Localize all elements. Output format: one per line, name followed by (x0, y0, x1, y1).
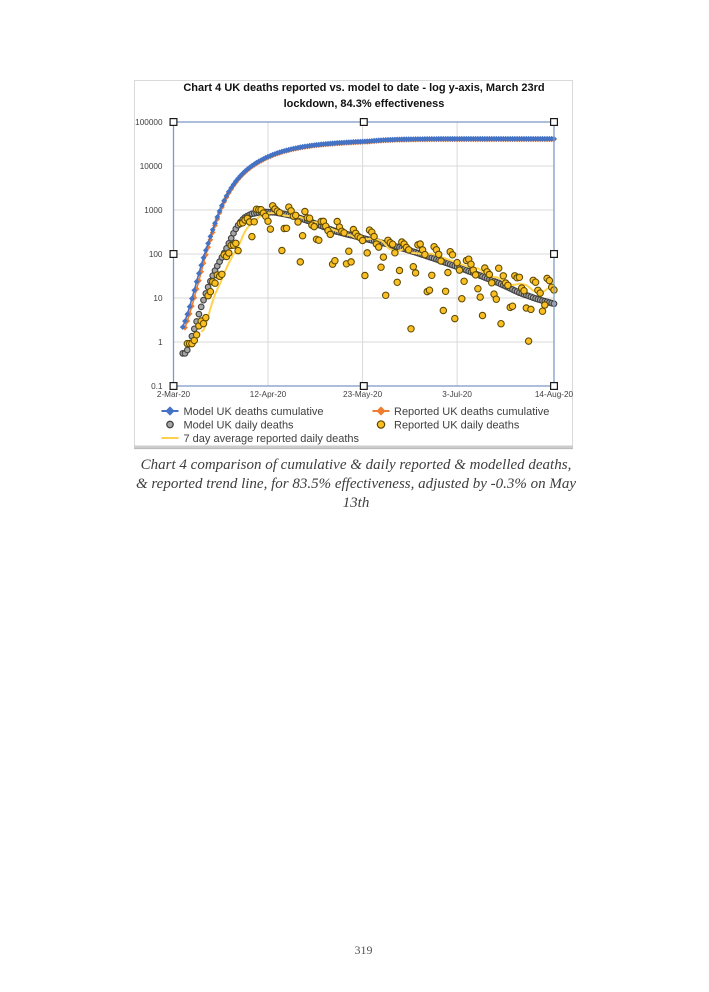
svg-text:10: 10 (153, 294, 163, 303)
svg-text:23-May-20: 23-May-20 (343, 390, 383, 399)
svg-text:3-Jul-20: 3-Jul-20 (442, 390, 472, 399)
svg-text:1000: 1000 (144, 206, 163, 215)
svg-text:7 day average reported daily d: 7 day average reported daily deaths (184, 433, 360, 445)
svg-text:Reported UK daily deaths: Reported UK daily deaths (394, 419, 520, 431)
svg-text:10000: 10000 (140, 162, 163, 171)
svg-text:0.1: 0.1 (151, 382, 163, 391)
svg-text:12-Apr-20: 12-Apr-20 (250, 390, 287, 399)
svg-text:100000: 100000 (135, 118, 163, 127)
svg-text:14-Aug-20: 14-Aug-20 (535, 390, 574, 399)
svg-text:Model UK deaths cumulative: Model UK deaths cumulative (184, 406, 324, 418)
svg-text:100: 100 (149, 250, 163, 259)
svg-text:Reported UK deaths cumulative: Reported UK deaths cumulative (394, 406, 549, 418)
svg-text:Model UK daily deaths: Model UK daily deaths (184, 419, 295, 431)
svg-text:2-Mar-20: 2-Mar-20 (157, 390, 191, 399)
svg-text:1: 1 (158, 338, 163, 347)
